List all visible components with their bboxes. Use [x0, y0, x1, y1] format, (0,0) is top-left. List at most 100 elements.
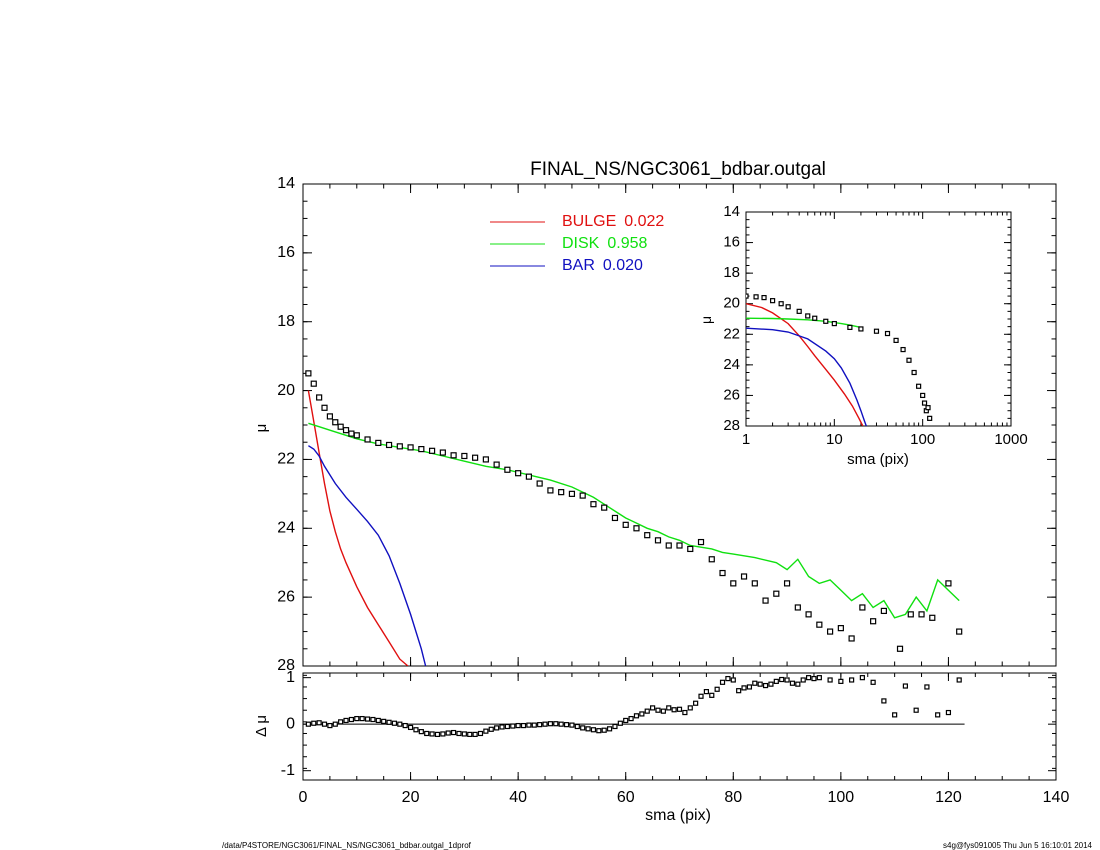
inset-y-tick-label: 18	[723, 264, 740, 281]
resid-data-point	[849, 677, 855, 683]
resid-data-point	[316, 720, 322, 726]
main-data-point	[870, 618, 877, 625]
main-data-point	[611, 514, 619, 522]
main-data-point	[316, 394, 323, 401]
inset-bar-line	[746, 327, 867, 426]
main-data-point	[794, 604, 801, 611]
resid-data-point	[359, 715, 365, 722]
resid-data-point	[434, 731, 441, 738]
main-data-point	[805, 611, 812, 618]
main-data-point	[956, 628, 963, 635]
resid-data-point	[547, 721, 554, 727]
resid-data-point	[483, 728, 489, 734]
legend-bulge-label: BULGE 0.022	[562, 213, 664, 230]
inset-y-tick-label: 26	[723, 386, 740, 403]
inset-data-point	[911, 369, 917, 376]
resid-data-point	[757, 681, 763, 687]
resid-data-point	[741, 685, 747, 691]
main-data-point	[326, 413, 333, 420]
resid-data-point	[784, 677, 790, 683]
resid-data-point	[596, 728, 602, 734]
main-data-point	[396, 443, 403, 450]
resid-data-point	[364, 716, 371, 722]
resid-y-tick-label: -1	[281, 762, 295, 779]
resid-data-point	[569, 722, 575, 728]
resid-data-point	[558, 721, 564, 727]
main-data-point	[633, 525, 640, 532]
resid-data-point	[585, 726, 591, 732]
resid-data-point	[332, 721, 338, 727]
inset-data-point	[769, 298, 776, 304]
main-data-point	[568, 490, 576, 497]
resid-data-point	[574, 723, 580, 730]
resid-data-point	[902, 683, 909, 689]
resid-data-point	[628, 715, 634, 722]
resid-data-point	[633, 713, 640, 719]
inset-data-point	[921, 400, 928, 406]
resid-data-point	[429, 731, 435, 737]
main-data-point	[332, 419, 339, 426]
main-data-point	[579, 492, 586, 499]
resid-data-point	[520, 722, 527, 729]
resid-data-point	[639, 711, 645, 717]
resid-data-point	[510, 723, 516, 729]
main-data-point	[929, 614, 936, 621]
main-data-point	[826, 628, 834, 635]
legend-disk-label: DISK 0.958	[562, 235, 647, 252]
resid-data-point	[526, 722, 532, 728]
main-data-point	[364, 436, 371, 443]
main-data-point	[654, 537, 662, 544]
resid-data-point	[370, 716, 376, 723]
main-data-point	[848, 635, 855, 642]
resid-x-tick-label: 80	[724, 789, 742, 806]
resid-data-point	[827, 677, 833, 683]
inset-data-point	[746, 293, 749, 299]
resid-data-point	[709, 692, 715, 698]
resid-data-point	[945, 709, 952, 716]
main-data-point	[321, 404, 328, 411]
main-y-tick-label: 24	[277, 520, 295, 537]
resid-data-point	[354, 715, 360, 722]
resid-x-tick-label: 20	[402, 789, 420, 806]
inset-y-tick-label: 24	[723, 356, 740, 373]
resid-data-point	[531, 722, 537, 728]
inset-series	[746, 293, 933, 426]
inset-data-point	[796, 308, 802, 314]
resid-data-point	[671, 707, 677, 713]
resid-x-tick-label: 140	[1043, 789, 1070, 806]
legend-bar-label: BAR 0.020	[562, 257, 643, 274]
residual-axes: 0 20 40 60 80 100 120 140-101	[281, 669, 1070, 806]
resid-data-point	[338, 719, 344, 725]
resid-data-point	[725, 675, 731, 682]
resid-data-point	[321, 721, 328, 727]
main-data-point	[697, 538, 705, 546]
inset-bulge-line	[746, 303, 864, 426]
main-y-tick-label: 18	[277, 313, 295, 330]
resid-data-point	[504, 723, 510, 730]
resid-y-tick-label: 0	[286, 715, 295, 732]
main-data-point	[461, 452, 468, 460]
inset-y-tick-label: 16	[723, 234, 740, 251]
inset-x-tick-label: 10	[826, 431, 843, 448]
resid-data-point	[477, 730, 484, 737]
main-data-point	[525, 473, 533, 480]
inset-data-point	[900, 346, 906, 353]
inset-data-point	[925, 405, 931, 411]
main-data-point	[751, 580, 758, 587]
main-data-point	[730, 580, 737, 587]
resid-data-point	[698, 693, 704, 699]
resid-data-point	[445, 730, 451, 736]
main-data-point	[644, 532, 651, 539]
main-data-point	[762, 597, 769, 604]
main-data-point	[536, 480, 543, 487]
resid-data-point	[650, 705, 656, 711]
resid-x-tick-label: 60	[617, 789, 635, 806]
main-data-point	[547, 487, 554, 494]
main-bulge-line	[307, 390, 409, 666]
inset-data-point	[858, 326, 864, 332]
inset-data-point	[785, 304, 791, 310]
resid-data-point	[407, 724, 414, 731]
main-data-point	[472, 454, 479, 461]
inset-axes: 1 10 100 1000 14 16 18 20 22 24 26 28	[723, 203, 1027, 448]
inset-data-point	[778, 301, 784, 307]
